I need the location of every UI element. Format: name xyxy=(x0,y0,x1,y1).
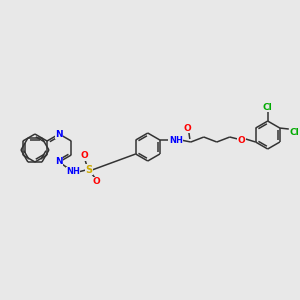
Text: O: O xyxy=(238,136,246,145)
Text: NH: NH xyxy=(66,167,80,176)
Text: N: N xyxy=(55,158,63,166)
Text: S: S xyxy=(85,165,93,175)
Text: NH: NH xyxy=(169,136,183,145)
Text: Cl: Cl xyxy=(290,128,300,136)
Text: O: O xyxy=(92,178,100,187)
Text: N: N xyxy=(55,130,63,139)
Text: O: O xyxy=(184,124,192,133)
Text: O: O xyxy=(80,152,88,160)
Text: Cl: Cl xyxy=(263,103,273,112)
